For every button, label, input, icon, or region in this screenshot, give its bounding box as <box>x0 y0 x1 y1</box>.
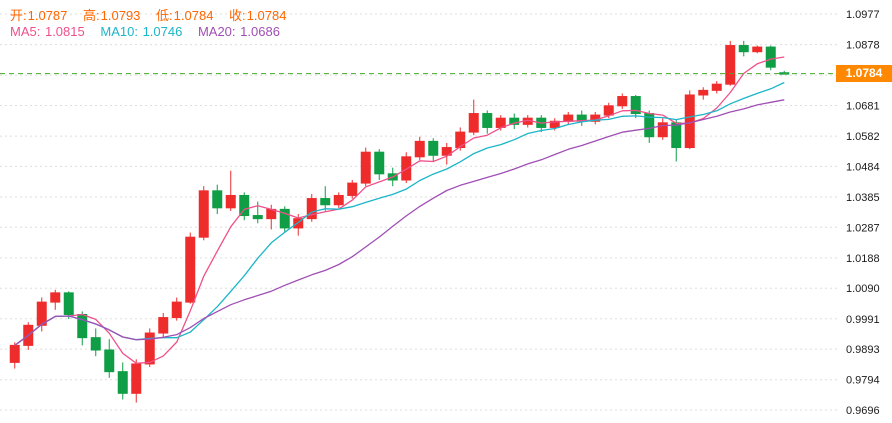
svg-text:1.0681: 1.0681 <box>846 101 880 113</box>
ma10-value: 1.0746 <box>142 24 183 39</box>
high-label: 高: <box>83 8 100 23</box>
svg-text:0.9991: 0.9991 <box>846 314 880 326</box>
open-label: 开: <box>10 8 27 23</box>
svg-text:1.0977: 1.0977 <box>846 9 880 21</box>
svg-text:1.0188: 1.0188 <box>846 253 880 265</box>
ma-legend: MA5: 1.0815 MA10: 1.0746 MA20: 1.0686 <box>10 24 292 39</box>
close-value: 1.0784 <box>246 8 287 23</box>
high-value: 1.0793 <box>100 8 141 23</box>
svg-text:1.0385: 1.0385 <box>846 192 880 204</box>
open-value: 1.0787 <box>27 8 68 23</box>
svg-text:1.0484: 1.0484 <box>846 161 880 173</box>
low-value: 1.0784 <box>173 8 214 23</box>
ma10-label: MA10: <box>100 24 138 39</box>
svg-text:0.9893: 0.9893 <box>846 344 880 356</box>
ohlc-legend: 开:1.0787 高:1.0793 低:1.0784 收:1.0784 <box>10 5 298 24</box>
svg-text:1.0582: 1.0582 <box>846 131 880 143</box>
ma5-value: 1.0815 <box>44 24 85 39</box>
svg-text:1.0878: 1.0878 <box>846 40 880 52</box>
svg-text:0.9696: 0.9696 <box>846 405 880 417</box>
ma20-value: 1.0686 <box>240 24 280 39</box>
ma20-label: MA20: <box>197 24 236 39</box>
svg-text:1.0090: 1.0090 <box>846 283 880 295</box>
svg-text:0.9794: 0.9794 <box>846 375 880 387</box>
low-label: 低: <box>156 8 173 23</box>
close-label: 收: <box>229 8 246 23</box>
ma5-label: MA5: <box>10 24 41 39</box>
current-price-badge: 1.0784 <box>836 65 892 83</box>
svg-text:1.0287: 1.0287 <box>846 222 880 234</box>
